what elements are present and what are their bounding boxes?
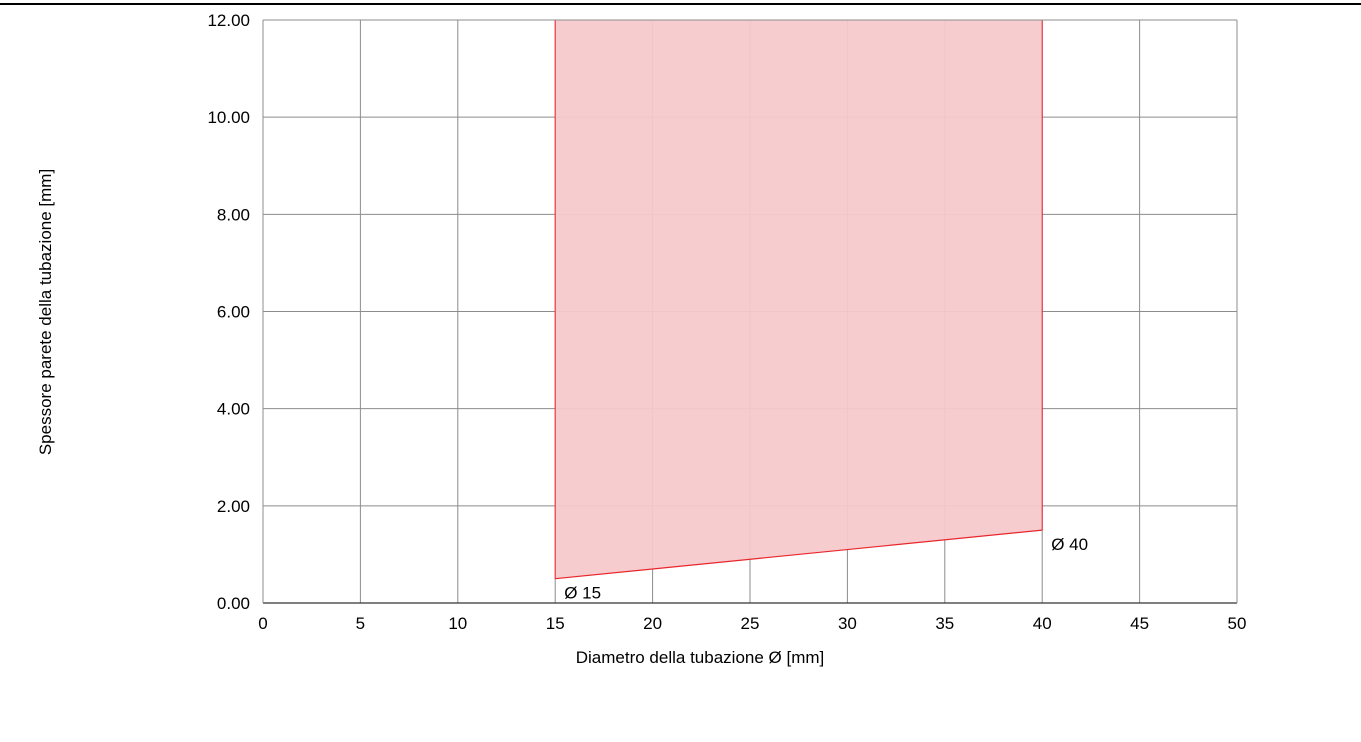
x-tick-label: 45 <box>1130 614 1149 633</box>
y-tick-label: 4.00 <box>217 400 250 419</box>
y-axis-label: Spessore parete della tubazione [mm] <box>36 169 55 455</box>
y-tick-label: 6.00 <box>217 303 250 322</box>
x-tick-label: 50 <box>1228 614 1247 633</box>
x-tick-labels: 0 5 10 15 20 25 30 35 40 45 50 <box>258 614 1246 633</box>
x-tick-label: 0 <box>258 614 267 633</box>
lower-boundary-line <box>555 529 1043 580</box>
x-tick-label: 25 <box>741 614 760 633</box>
y-tick-label: 0.00 <box>217 594 250 613</box>
annotations: Ø 15 Ø 40 <box>564 535 1088 603</box>
y-tick-label: 12.00 <box>207 11 250 30</box>
x-tick-label: 40 <box>1033 614 1052 633</box>
y-tick-label: 8.00 <box>217 205 250 224</box>
allowed-range-area <box>555 20 1043 579</box>
x-axis-label: Diametro della tubazione Ø [mm] <box>576 648 825 667</box>
x-tick-label: 20 <box>643 614 662 633</box>
x-tick-label: 30 <box>838 614 857 633</box>
x-tick-label: 35 <box>935 614 954 633</box>
plot-frame <box>262 19 1238 604</box>
annotation-label: Ø 15 <box>564 584 601 603</box>
y-tick-label: 2.00 <box>217 497 250 516</box>
y-tick-labels: 0.00 2.00 4.00 6.00 8.00 10.00 12.00 <box>207 11 250 613</box>
top-border-line <box>0 3 1361 5</box>
annotation-label: Ø 40 <box>1051 535 1088 554</box>
x-tick-label: 15 <box>546 614 565 633</box>
x-tick-label: 5 <box>356 614 365 633</box>
x-tick-label: 10 <box>448 614 467 633</box>
y-tick-label: 10.00 <box>207 108 250 127</box>
